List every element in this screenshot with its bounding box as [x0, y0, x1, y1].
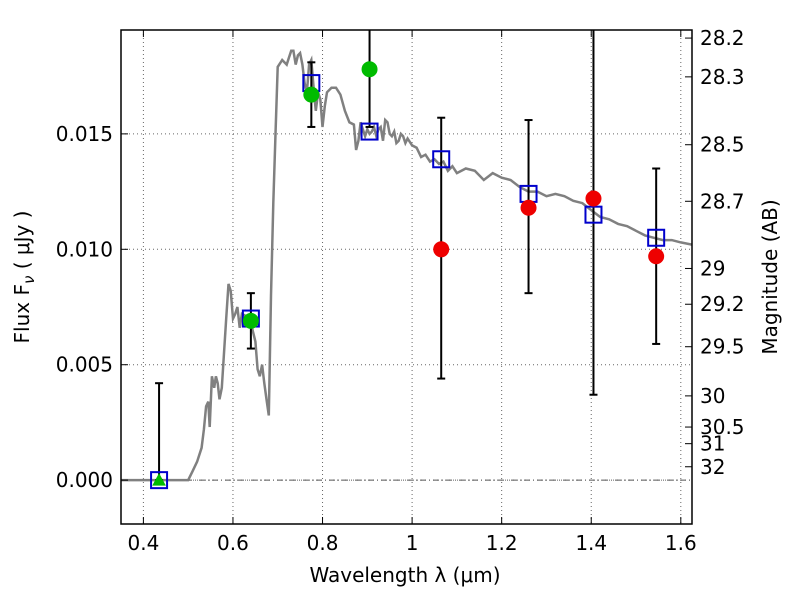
- x-axis-label: Wavelength λ (μm): [309, 563, 500, 587]
- model-band-square-3: [360, 122, 379, 141]
- y2-tick-label-3: 28.7: [700, 189, 745, 213]
- model-sed-line: [121, 49, 692, 482]
- x-tick-label-0: 0.4: [127, 531, 159, 555]
- y-tick-label-3: 0.015: [56, 122, 113, 146]
- y2-tick-label-6: 29.5: [700, 335, 745, 359]
- detection-point-0: [242, 312, 259, 329]
- model-band-square-4: [432, 150, 451, 169]
- y-axis-label: Flux Fν ( μJy ): [10, 211, 38, 344]
- y2-tick-label-4: 29: [700, 256, 725, 280]
- y-tick-label-1: 0.005: [56, 353, 113, 377]
- y2-tick-label-1: 28.3: [700, 65, 745, 89]
- y2-axis-label: Magnitude (AB): [758, 199, 782, 354]
- model-band-square-7: [647, 228, 666, 247]
- y2-tick-label-7: 30: [700, 384, 725, 408]
- ir-point-0: [433, 241, 450, 258]
- x-tick-label-1: 0.6: [217, 531, 249, 555]
- x-tick-label-6: 1.6: [665, 531, 697, 555]
- plot-frame: [120, 29, 693, 525]
- model-band-square-0: [150, 471, 169, 490]
- y-tick-label-0: 0.000: [56, 468, 113, 492]
- detection-point-2: [361, 61, 378, 78]
- y2-tick-label-9: 31: [700, 432, 725, 456]
- ir-point-3: [648, 248, 665, 265]
- y-axis-label-sub: ν: [20, 276, 38, 284]
- y2-tick-label-8: 30.5: [700, 415, 745, 439]
- y-axis-label-main: Flux F: [10, 284, 34, 343]
- y2-tick-label-5: 29.2: [700, 292, 745, 316]
- x-tick-label-5: 1.4: [575, 531, 607, 555]
- ir-point-2: [585, 190, 602, 207]
- y-tick-label-2: 0.010: [56, 237, 113, 261]
- detection-point-1: [303, 86, 320, 103]
- y2-tick-label-2: 28.5: [700, 133, 745, 157]
- model-band-square-6: [584, 205, 603, 224]
- y2-tick-label-10: 32: [700, 455, 725, 479]
- y2-tick-label-0: 28.2: [700, 26, 745, 50]
- upper-limit-triangle-0: [152, 473, 166, 486]
- y-axis-label-unit: ( μJy ): [10, 211, 34, 276]
- x-tick-label-2: 0.8: [307, 531, 339, 555]
- ir-point-1: [520, 199, 537, 216]
- x-tick-label-4: 1.2: [486, 531, 518, 555]
- x-tick-label-3: 1: [406, 531, 419, 555]
